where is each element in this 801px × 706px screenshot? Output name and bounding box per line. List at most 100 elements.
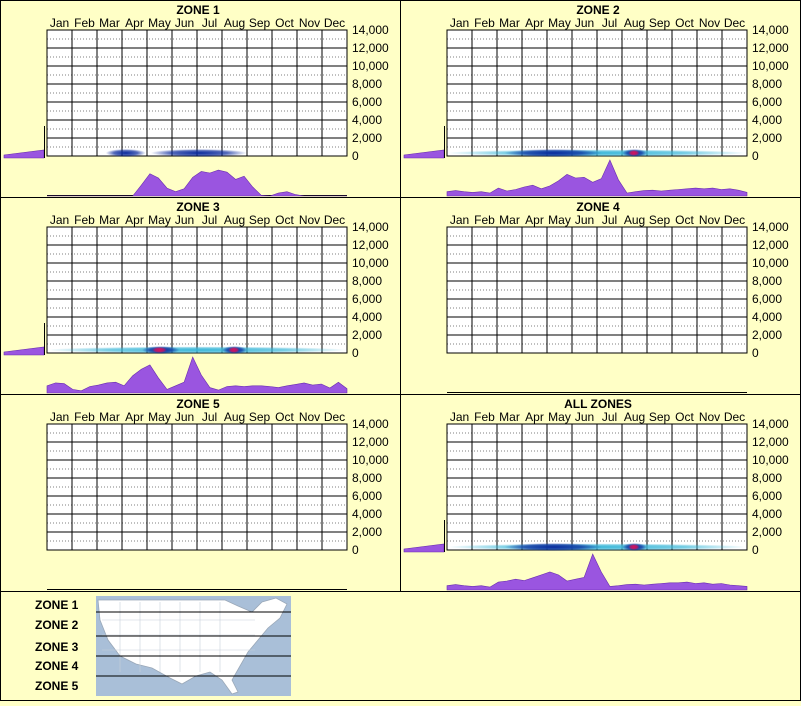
heat-band (628, 150, 640, 156)
elevation-tick-label: 12,000 (352, 238, 389, 252)
heat-band (150, 149, 247, 157)
month-label: Aug (624, 16, 645, 30)
elevation-distribution-area (403, 149, 445, 159)
elevation-tick-label: 2,000 (352, 328, 382, 342)
zone-panel: ZONE 5 Jan Feb Mar Apr May Jun Jul Aug Sep Oct Nov D… (46, 397, 389, 590)
month-label: Sep (649, 213, 671, 227)
elevation-tick-label: 10,000 (752, 453, 789, 467)
month-label: Dec (724, 16, 745, 30)
elevation-tick-label: 2,000 (752, 525, 782, 539)
heat-band (504, 149, 602, 157)
month-label: Dec (324, 213, 345, 227)
elevation-tick-label: 10,000 (352, 59, 389, 73)
month-label: Jun (175, 16, 194, 30)
month-label: Apr (125, 410, 144, 424)
elevation-tick-label: 14,000 (752, 417, 789, 431)
month-label: Jan (450, 213, 469, 227)
elevation-tick-label: 14,000 (352, 417, 389, 431)
month-label: Dec (724, 213, 745, 227)
elevation-tick-label: 2,000 (752, 328, 782, 342)
month-label: Oct (675, 16, 694, 30)
month-label: Sep (249, 213, 271, 227)
zone-panel: ZONE 1 Jan Feb Mar Apr May Jun Jul Aug Sep Oct Nov D… (3, 3, 389, 197)
elevation-tick-label: 0 (352, 543, 359, 557)
elevation-tick-label: 0 (352, 346, 359, 360)
month-label: Feb (474, 16, 495, 30)
month-label: Jul (202, 410, 217, 424)
elevation-tick-label: 6,000 (752, 292, 782, 306)
month-label: Nov (299, 410, 320, 424)
heat-band (228, 347, 240, 353)
seasonal-distribution-area (46, 356, 348, 394)
zone-panel: ZONE 4 Jan Feb Mar Apr May Jun Jul Aug Sep Oct Nov D… (446, 200, 789, 393)
elevation-tick-label: 12,000 (752, 435, 789, 449)
month-label: Feb (474, 410, 495, 424)
elevation-distribution-area (3, 346, 45, 356)
month-label: Dec (324, 410, 345, 424)
month-label: Jun (575, 16, 594, 30)
zone-title: ZONE 2 (576, 3, 620, 17)
month-label: May (148, 16, 171, 30)
month-label: Mar (99, 213, 120, 227)
month-label: Oct (675, 410, 694, 424)
seasonal-distribution-area (47, 169, 347, 197)
elevation-tick-label: 2,000 (352, 131, 382, 145)
month-label: Aug (224, 213, 245, 227)
month-label: Oct (675, 213, 694, 227)
heat-band (504, 543, 602, 551)
month-label: Nov (299, 16, 320, 30)
month-label: Dec (324, 16, 345, 30)
month-label: Feb (74, 410, 95, 424)
seasonal-distribution-area (446, 159, 748, 197)
month-label: Apr (525, 410, 544, 424)
month-label: Jan (450, 410, 469, 424)
legend-zone-label: ZONE 1 (35, 598, 79, 612)
elevation-tick-label: 6,000 (352, 489, 382, 503)
heat-band (105, 149, 146, 157)
elevation-tick-label: 8,000 (752, 274, 782, 288)
month-label: Jun (575, 410, 594, 424)
month-label: Mar (99, 410, 120, 424)
elevation-tick-label: 0 (352, 149, 359, 163)
elevation-tick-label: 6,000 (752, 95, 782, 109)
month-label: Aug (224, 410, 245, 424)
zone-panel: ZONE 3 Jan Feb Mar Apr May Jun Jul Aug Sep Oct Nov D… (3, 200, 389, 394)
zone-map (96, 596, 291, 696)
month-label: Apr (125, 16, 144, 30)
month-label: Oct (275, 410, 294, 424)
elevation-tick-label: 0 (752, 543, 759, 557)
month-label: Sep (649, 16, 671, 30)
heat-band (152, 347, 167, 353)
legend-zone-label: ZONE 5 (35, 679, 79, 693)
elevation-tick-label: 8,000 (352, 274, 382, 288)
month-label: Jan (50, 410, 69, 424)
month-label: Jun (575, 213, 594, 227)
heat-band (628, 544, 640, 550)
elevation-tick-label: 12,000 (752, 238, 789, 252)
month-label: Nov (699, 213, 720, 227)
zone-title: ZONE 4 (576, 200, 620, 214)
month-label: Jul (602, 410, 617, 424)
month-label: Feb (74, 213, 95, 227)
month-label: Mar (499, 410, 520, 424)
month-label: Oct (275, 213, 294, 227)
legend-zone-label: ZONE 3 (35, 640, 79, 654)
elevation-tick-label: 0 (752, 149, 759, 163)
elevation-tick-label: 12,000 (352, 435, 389, 449)
heat-band (47, 346, 347, 354)
elevation-tick-label: 4,000 (352, 310, 382, 324)
elevation-tick-label: 2,000 (352, 525, 382, 539)
month-label: Jan (450, 16, 469, 30)
month-label: Jul (202, 16, 217, 30)
month-label: Oct (275, 16, 294, 30)
zone-panel: ALL ZONES Jan Feb Mar Apr May Jun Jul Aug Sep Oct N… (403, 397, 789, 591)
month-label: Jul (602, 16, 617, 30)
month-label: May (548, 16, 571, 30)
elevation-tick-label: 4,000 (352, 113, 382, 127)
elevation-tick-label: 14,000 (352, 23, 389, 37)
zone-panel: ZONE 2 Jan Feb Mar Apr May Jun Jul Aug Sep Oct Nov D… (403, 3, 789, 197)
elevation-tick-label: 8,000 (752, 77, 782, 91)
elevation-tick-label: 4,000 (752, 310, 782, 324)
elevation-tick-label: 14,000 (752, 23, 789, 37)
